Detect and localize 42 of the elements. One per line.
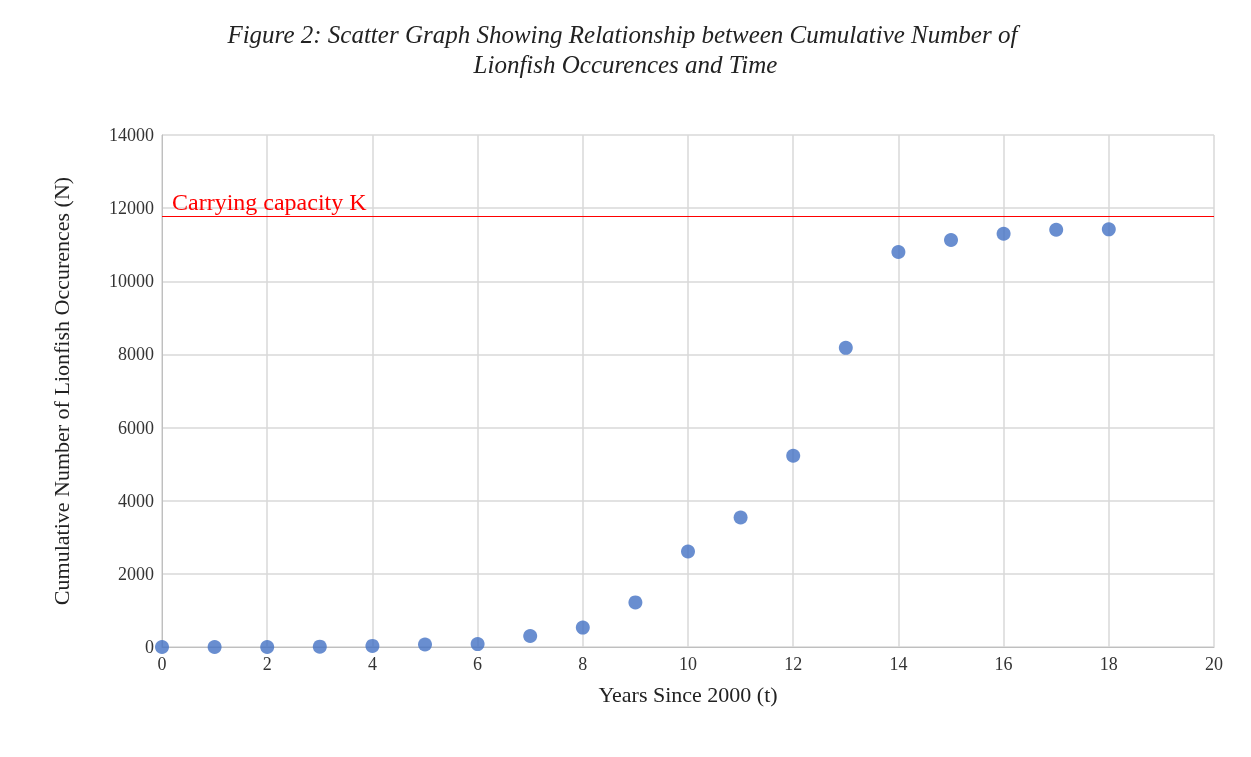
x-axis-title: Years Since 2000 (t) xyxy=(598,681,778,707)
x-tick-label: 4 xyxy=(367,654,377,674)
point xyxy=(681,544,695,559)
x-tick-label: 6 xyxy=(473,654,483,674)
point xyxy=(575,620,590,635)
x-tick-label: 10 xyxy=(679,654,697,674)
point xyxy=(260,640,275,654)
y-tick-label: 0 xyxy=(145,637,154,657)
x-tick-label: 18 xyxy=(1099,654,1118,674)
y-tick-label: 6000 xyxy=(118,417,154,438)
y-tick-label: 4000 xyxy=(118,490,154,511)
point xyxy=(1101,222,1116,237)
x-tick-label: 14 xyxy=(889,654,908,674)
point xyxy=(155,640,169,654)
x-tick-label: 20 xyxy=(1205,654,1223,674)
y-axis-title: Cumulative Number of Lionfish Occurences (N) xyxy=(48,176,74,606)
y-tick-label: 2000 xyxy=(118,563,154,584)
point xyxy=(1049,222,1064,237)
y-tick-label: 8000 xyxy=(118,344,154,365)
y-tick-label: 14000 xyxy=(109,125,154,145)
x-tick-label: 0 xyxy=(157,654,167,674)
x-tick-label: 8 xyxy=(578,654,588,674)
point xyxy=(891,245,906,260)
point xyxy=(418,637,432,652)
point xyxy=(733,510,748,525)
y-tick-label: 12000 xyxy=(109,198,154,219)
point xyxy=(786,448,801,463)
x-tick-label: 16 xyxy=(994,654,1013,674)
point xyxy=(628,595,643,610)
point xyxy=(312,639,327,654)
point xyxy=(838,340,853,355)
ref-line-label: Carrying capacity K xyxy=(172,188,368,215)
x-tick-label: 2 xyxy=(262,654,272,674)
point xyxy=(470,637,485,652)
point xyxy=(365,638,380,653)
point xyxy=(207,640,222,654)
x-tick-label: 12 xyxy=(784,654,803,674)
point xyxy=(944,232,958,247)
point xyxy=(523,629,538,644)
chart-title: Figure 2: Scatter Graph Showing Relationship between Cumulative Number of Lionfish Occurences and Time xyxy=(226,20,1024,78)
point xyxy=(996,226,1011,241)
y-tick-label: 10000 xyxy=(109,271,154,292)
